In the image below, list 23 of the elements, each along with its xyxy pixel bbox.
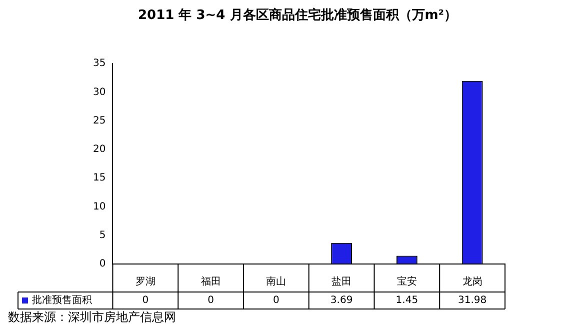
x-tick-label: 福田 (200, 276, 221, 288)
y-tick-label: 25 (92, 115, 106, 126)
data-label: 0 (272, 295, 280, 306)
y-tick-label: 5 (99, 230, 106, 241)
x-tick-label: 宝安 (396, 276, 417, 288)
x-tick-label: 南山 (266, 276, 286, 288)
y-tick-label: 30 (92, 86, 106, 98)
data-label: 3.69 (330, 295, 353, 306)
legend-label: 批准预售面积 (32, 294, 92, 306)
y-tick-label: 35 (92, 58, 106, 70)
data-label: 31.98 (458, 295, 487, 306)
chart-title: 2011 年 3~4 月各区商品住宅批准预售面积（万m²） (138, 7, 457, 24)
y-tick-label: 10 (92, 201, 106, 212)
y-tick-label: 15 (92, 172, 106, 184)
data-label: 0 (208, 295, 214, 306)
source-note: 数据来源：深圳市房地产信息网 (8, 310, 176, 324)
x-tick-label: 盐田 (332, 276, 352, 288)
x-tick-label: 龙岗 (462, 276, 482, 288)
data-label: 1.45 (396, 295, 418, 306)
y-tick-label: 0 (99, 258, 106, 270)
x-tick-label: 罗湖 (135, 276, 156, 288)
y-tick-label: 20 (92, 144, 106, 156)
data-label: 0 (142, 295, 149, 306)
